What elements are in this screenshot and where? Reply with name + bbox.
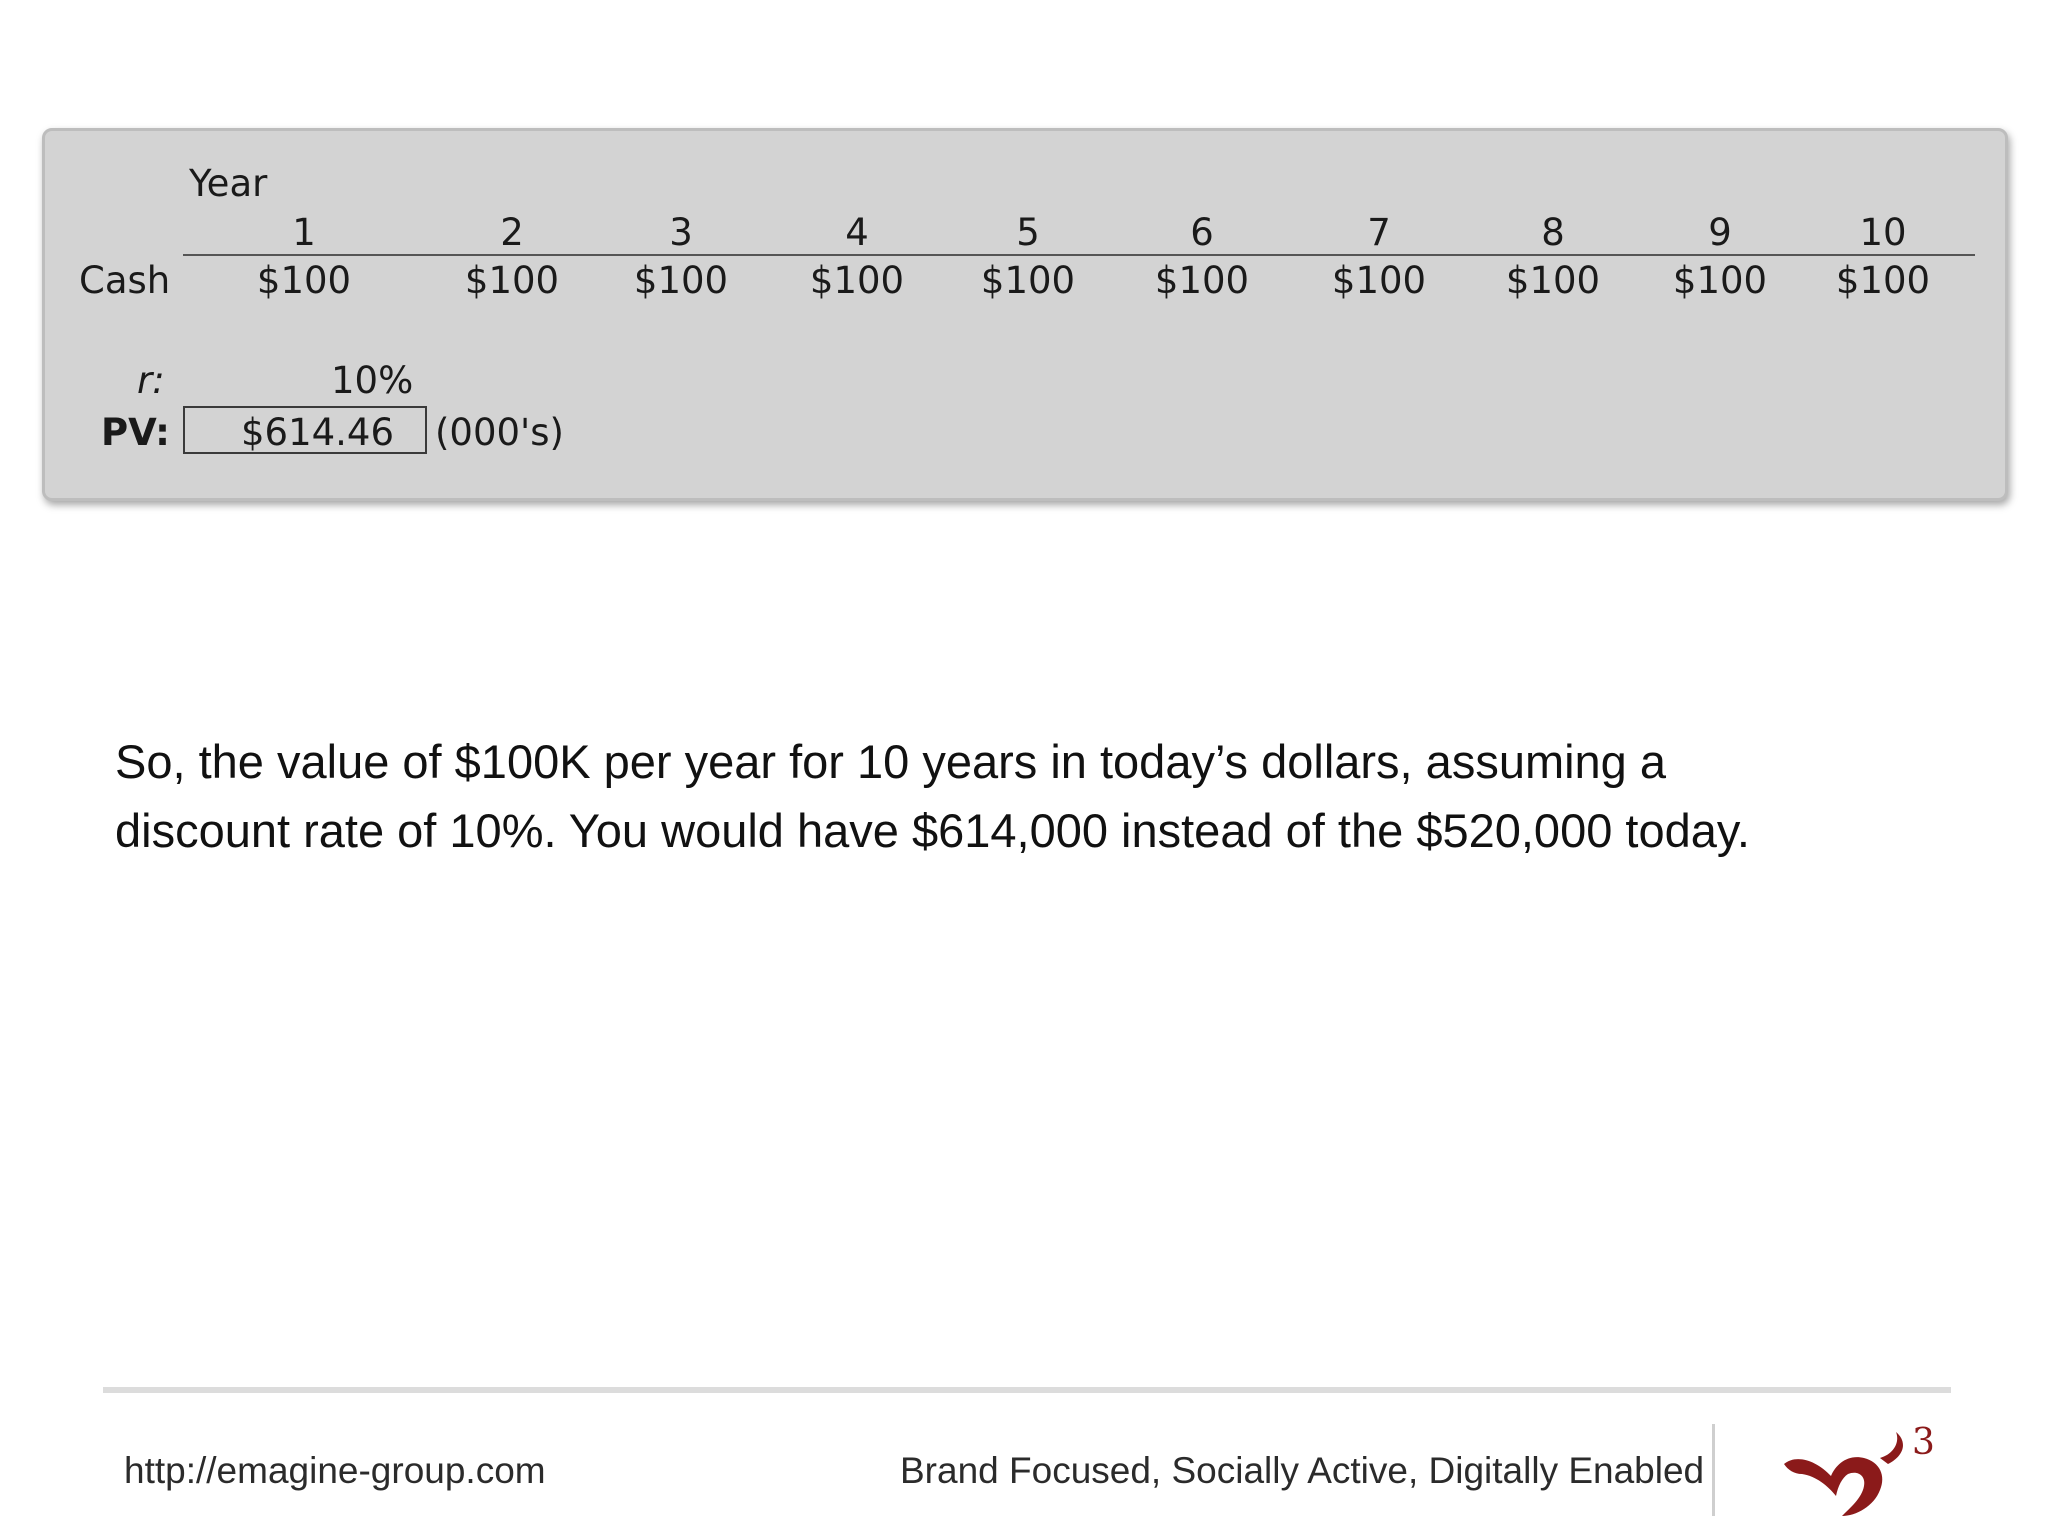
year-cell: 4 xyxy=(845,211,869,254)
cash-cell: $100 xyxy=(464,259,560,302)
year-cell: 3 xyxy=(669,211,693,254)
pv-label: PV: xyxy=(101,411,170,454)
pv-unit: (000's) xyxy=(435,411,564,454)
footer-vertical-divider xyxy=(1712,1424,1715,1516)
pv-result-box xyxy=(183,406,427,454)
emagine-logo-icon: 3 xyxy=(1784,1424,1935,1516)
year-cell: 5 xyxy=(1016,211,1040,254)
cash-cell: $100 xyxy=(256,259,352,302)
logo-superscript: 3 xyxy=(1912,1424,1935,1463)
footer-divider-line xyxy=(103,1387,1951,1393)
present-value-table: Year 1 2 3 4 5 6 7 8 9 10 Cash $100 $100… xyxy=(42,128,2008,501)
year-cell: 7 xyxy=(1367,211,1391,254)
year-cell: 10 xyxy=(1859,211,1907,254)
rate-value: 10% xyxy=(331,359,414,402)
cash-cell: $100 xyxy=(633,259,729,302)
year-cell: 1 xyxy=(292,211,316,254)
cash-cell: $100 xyxy=(1835,259,1931,302)
rate-label: r: xyxy=(137,359,165,402)
cash-cell: $100 xyxy=(1672,259,1768,302)
cash-cell: $100 xyxy=(1505,259,1601,302)
explanation-text: So, the value of $100K per year for 10 y… xyxy=(115,735,1750,857)
year-cell: 6 xyxy=(1190,211,1214,254)
footer-tagline: Brand Focused, Socially Active, Digitall… xyxy=(900,1450,1705,1491)
year-header: Year xyxy=(189,162,268,205)
pv-value: $614.46 xyxy=(241,411,395,454)
footer-url-link[interactable]: http://emagine-group.com xyxy=(124,1450,546,1491)
cash-cell: $100 xyxy=(1154,259,1250,302)
header-divider xyxy=(183,254,1975,256)
year-cell: 8 xyxy=(1541,211,1565,254)
year-cell: 9 xyxy=(1708,211,1732,254)
cash-cell: $100 xyxy=(980,259,1076,302)
cash-cell: $100 xyxy=(809,259,905,302)
year-cell: 2 xyxy=(500,211,524,254)
cash-cell: $100 xyxy=(1331,259,1427,302)
cash-row-label: Cash xyxy=(79,259,171,302)
